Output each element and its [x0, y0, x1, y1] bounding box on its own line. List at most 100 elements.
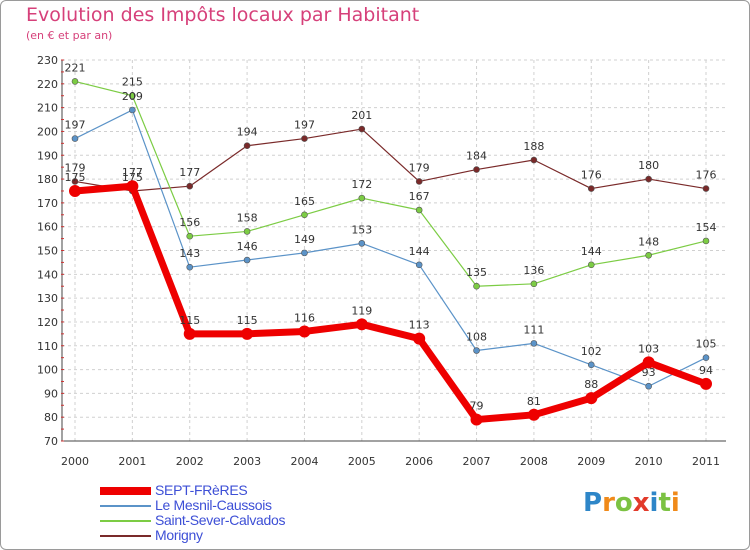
data-label: 103 — [638, 342, 659, 355]
data-point — [587, 185, 595, 192]
data-point — [642, 356, 655, 369]
data-label: 179 — [65, 161, 86, 174]
data-point — [527, 408, 540, 421]
data-label: 184 — [466, 150, 487, 163]
y-tick-label: 120 — [37, 316, 58, 329]
chart-title: Evolution des Impôts locaux par Habitant — [26, 4, 420, 26]
legend-item-le-mesnil-caussois: Le Mesnil-Caussois — [100, 498, 360, 513]
data-label: 146 — [237, 240, 258, 253]
data-point — [126, 180, 139, 193]
data-label: 148 — [638, 235, 659, 248]
legend-swatch-saint-sever-calvados — [100, 520, 151, 522]
data-point — [355, 318, 368, 331]
data-point — [473, 166, 480, 173]
data-label: 144 — [581, 245, 602, 258]
data-label: 167 — [409, 190, 430, 203]
data-point — [415, 261, 423, 269]
data-label: 143 — [179, 247, 200, 260]
data-label: 153 — [351, 223, 372, 236]
x-tick-label: 2002 — [176, 455, 204, 468]
data-label: 197 — [294, 119, 315, 132]
data-label: 158 — [237, 211, 258, 224]
data-point — [241, 327, 254, 340]
y-tick-label: 80 — [44, 411, 58, 424]
y-tick-label: 220 — [37, 78, 58, 91]
data-point — [186, 182, 194, 190]
data-point — [587, 261, 595, 269]
data-point — [183, 327, 196, 340]
legend-label: SEPT-FRèRES — [155, 482, 248, 498]
data-label: 88 — [584, 378, 598, 391]
data-point — [702, 354, 710, 361]
legend-label: Saint-Sever-Calvados — [155, 512, 286, 528]
data-point — [585, 392, 598, 405]
data-label: 172 — [351, 178, 372, 191]
data-label: 102 — [581, 345, 602, 358]
y-tick-label: 70 — [44, 435, 58, 448]
legend-item-saint-sever-calvados: Saint-Sever-Calvados — [100, 513, 360, 528]
data-label: 201 — [351, 109, 372, 122]
data-label: 149 — [294, 233, 315, 246]
data-point — [243, 142, 251, 150]
x-tick-label: 2001 — [118, 455, 146, 468]
data-label: 108 — [466, 331, 487, 344]
data-label: 113 — [409, 319, 430, 332]
y-tick-label: 110 — [37, 340, 58, 353]
data-point — [358, 194, 366, 202]
proxiti-logo: Proxiti — [583, 488, 680, 518]
data-point — [587, 361, 595, 369]
series-line — [71, 182, 710, 424]
data-point — [69, 184, 81, 197]
legend-swatch-morigny — [100, 535, 151, 537]
legend-item-morigny: Morigny — [100, 528, 360, 543]
data-label: 115 — [237, 314, 258, 327]
chart-legend: SEPT-FRèRES Le Mesnil-Caussois Saint-Sev… — [100, 483, 360, 543]
x-tick-label: 2007 — [463, 455, 491, 468]
x-tick-label: 2010 — [635, 455, 663, 468]
data-point — [530, 280, 538, 288]
logo-letter: r — [602, 488, 615, 518]
data-label: 221 — [65, 61, 86, 74]
logo-letter: x — [632, 488, 650, 518]
legend-item-sept-freres: SEPT-FRèRES — [100, 483, 360, 498]
data-point — [243, 228, 251, 235]
data-point — [301, 249, 308, 257]
data-point — [702, 237, 710, 245]
data-point — [243, 256, 251, 264]
x-tick-label: 2009 — [577, 455, 605, 468]
data-point — [645, 175, 652, 183]
data-label: 177 — [122, 166, 143, 179]
data-point — [702, 185, 710, 192]
data-label: 79 — [470, 400, 484, 413]
data-point — [129, 92, 136, 100]
data-point — [413, 332, 426, 345]
data-point — [473, 347, 480, 354]
data-point — [298, 325, 311, 338]
series-line — [74, 109, 707, 387]
data-label: 81 — [527, 395, 541, 408]
data-label: 175 — [122, 171, 143, 184]
legend-label: Le Mesnil-Caussois — [155, 497, 272, 513]
y-tick-label: 90 — [44, 387, 58, 400]
y-tick-label: 160 — [37, 221, 58, 234]
x-tick-label: 2005 — [348, 455, 376, 468]
y-tick-label: 140 — [37, 268, 58, 281]
data-point — [470, 413, 483, 426]
logo-letter: i — [649, 488, 659, 518]
data-label: 180 — [638, 159, 659, 172]
data-point — [129, 106, 136, 114]
legend-label: Morigny — [155, 527, 203, 543]
series-line — [74, 128, 707, 192]
data-point — [358, 125, 366, 133]
data-label: 156 — [179, 216, 200, 229]
data-label: 197 — [65, 119, 86, 132]
y-tick-label: 170 — [37, 197, 58, 210]
data-label: 94 — [699, 364, 713, 377]
data-label: 115 — [179, 314, 200, 327]
data-label: 179 — [409, 161, 430, 174]
data-label: 93 — [642, 366, 656, 379]
data-point — [301, 135, 308, 142]
data-label: 194 — [237, 126, 258, 139]
data-point — [186, 232, 194, 240]
data-label: 116 — [294, 311, 315, 324]
